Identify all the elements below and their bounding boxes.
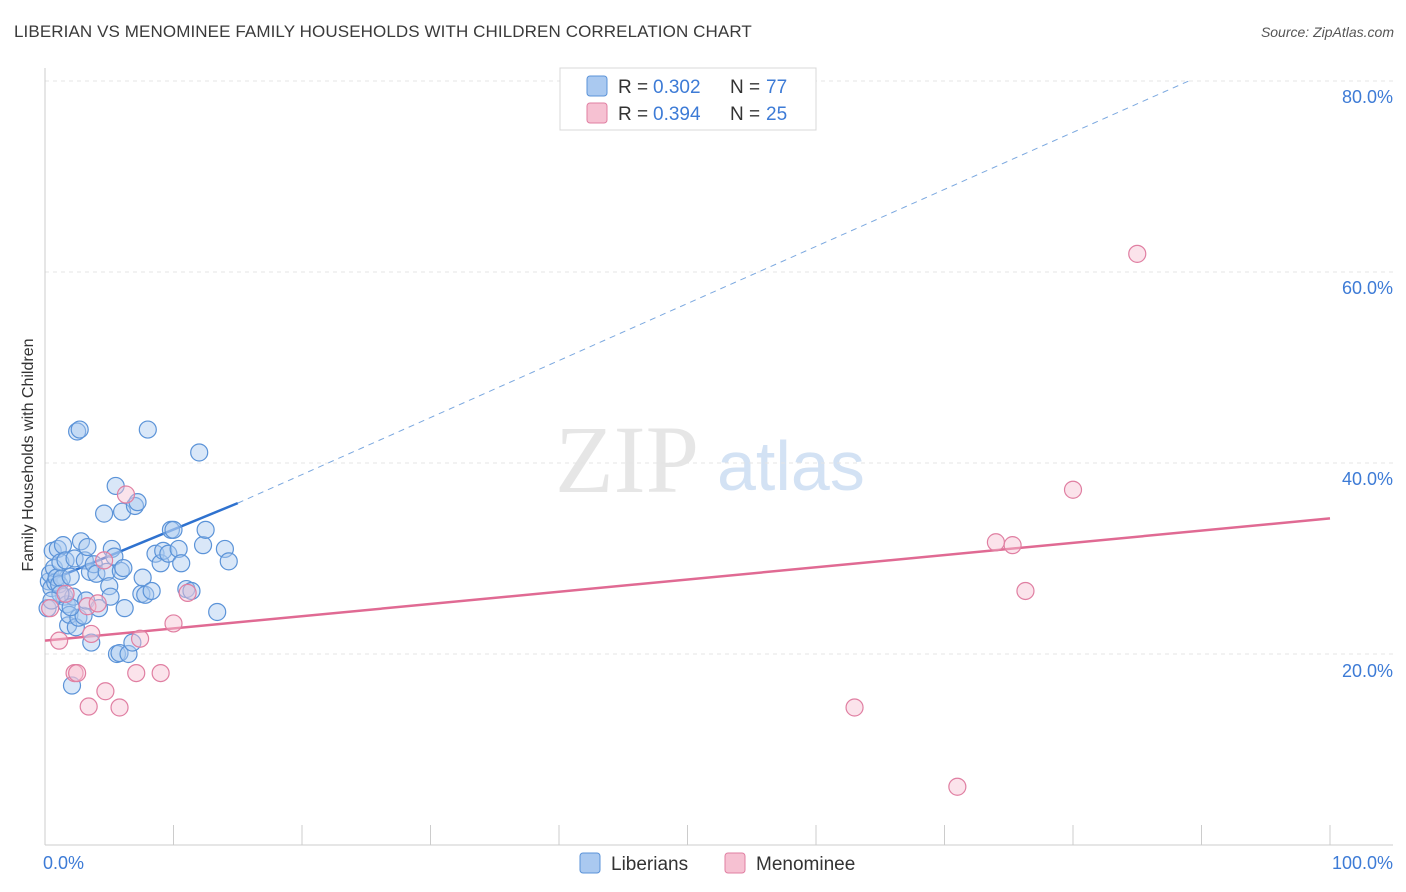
bottom-legend-label-menominee: Menominee (756, 854, 855, 875)
liberians-point (219, 552, 238, 571)
legend-swatch-liberians (586, 75, 608, 97)
chart-source: Source: ZipAtlas.com (1260, 24, 1394, 40)
legend-n-value-menominee: 25 (766, 104, 787, 125)
trend-line-liberians-extrapolated (237, 80, 1189, 504)
legend-box: R = 0.302 N = 77 R = 0.394 N = 25 (559, 67, 817, 131)
menominee-point (41, 599, 60, 618)
menominee-point (1128, 244, 1147, 263)
liberians-point (70, 420, 89, 439)
liberians-point (164, 520, 183, 539)
liberians-point (52, 569, 71, 588)
liberians-point (78, 537, 97, 557)
liberians-point (190, 443, 209, 462)
menominee-point (1016, 581, 1035, 601)
liberians-point (119, 644, 138, 664)
y-axis-label: Family Households with Children (20, 339, 37, 572)
grid-lines (45, 80, 1393, 655)
legend-r-value-liberians: 0.302 (653, 77, 701, 98)
menominee-point (82, 624, 101, 644)
legend-n-value-liberians: 77 (766, 77, 787, 98)
liberians-point (61, 567, 80, 586)
menominee-point (1063, 480, 1083, 499)
menominee-point (78, 597, 97, 616)
liberians-point (56, 551, 75, 570)
liberians-point (208, 602, 227, 622)
chart-title: LIBERIAN VS MENOMINEE FAMILY HOUSEHOLDS … (14, 22, 752, 41)
menominee-point (845, 698, 864, 717)
menominee-point (68, 663, 87, 683)
menominee-point (116, 485, 136, 504)
legend-n-label: N = (730, 77, 760, 98)
liberians-point (159, 544, 178, 563)
y-tick-label: 80.0% (1342, 87, 1393, 107)
bottom-legend-swatch-menominee (724, 852, 746, 874)
bottom-legend: Liberians Menominee (579, 852, 855, 875)
menominee-point (56, 584, 75, 603)
menominee-point (948, 777, 967, 796)
x-tick-label-min: 0.0% (43, 853, 84, 873)
liberians-point (74, 606, 93, 625)
menominee-point (110, 698, 129, 717)
liberians-point (154, 541, 173, 560)
menominee-point (164, 614, 183, 633)
menominee-point (1003, 536, 1022, 555)
liberians-point (138, 420, 157, 439)
legend-r-label: R = (618, 77, 648, 98)
liberians-point (75, 551, 94, 570)
menominee-point (151, 663, 170, 683)
liberians-point (193, 536, 213, 555)
liberians-point (53, 536, 73, 555)
menominee-point (50, 631, 69, 650)
menominee-point (88, 594, 107, 613)
liberians-point (68, 422, 87, 441)
liberians-point (196, 520, 215, 539)
liberians-point (172, 554, 191, 573)
bottom-legend-label-liberians: Liberians (611, 854, 688, 875)
axes (44, 68, 1393, 846)
data-points (38, 244, 1147, 796)
liberians-point (169, 539, 188, 559)
menominee-point (178, 583, 197, 602)
trend-lines (44, 80, 1331, 642)
liberians-point (111, 561, 130, 581)
menominee-point (127, 663, 146, 683)
trend-line-menominee (44, 517, 1331, 642)
legend-r-value-menominee: 0.394 (653, 104, 701, 125)
y-tick-label: 20.0% (1342, 661, 1393, 681)
menominee-point (79, 697, 98, 716)
liberians-point (114, 558, 133, 578)
menominee-point (95, 551, 114, 570)
bottom-legend-swatch-liberians (579, 852, 601, 874)
menominee-point (96, 682, 115, 701)
x-tick-label-max: 100.0% (1332, 853, 1393, 873)
liberians-point (115, 599, 134, 618)
trend-line-liberians (44, 501, 239, 584)
menominee-point (986, 533, 1006, 552)
watermark-zip: ZIP (555, 406, 699, 513)
liberians-point (95, 504, 114, 523)
legend-r-label: R = (618, 104, 648, 125)
menominee-point (130, 629, 150, 648)
y-tick-label: 40.0% (1342, 469, 1393, 489)
watermark-atlas: atlas (717, 427, 865, 505)
liberians-point (51, 584, 70, 603)
legend-swatch-menominee (586, 102, 608, 124)
legend-n-label: N = (730, 104, 760, 125)
liberians-point (142, 581, 161, 601)
y-tick-label: 60.0% (1342, 278, 1393, 298)
